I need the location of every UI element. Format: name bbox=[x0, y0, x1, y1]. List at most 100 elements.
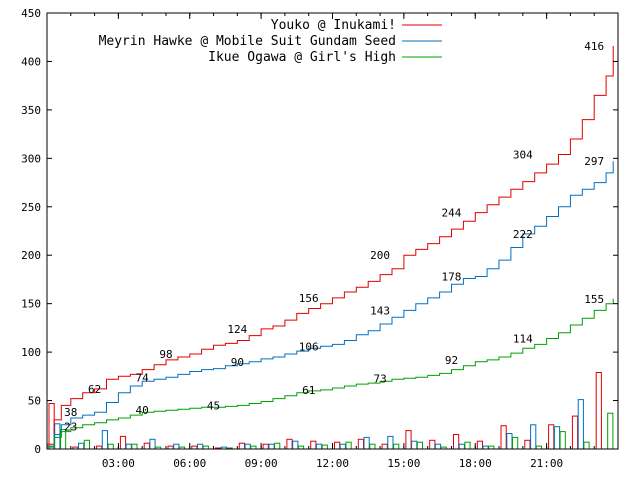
data-label: 45 bbox=[207, 399, 220, 412]
x-tick-label: 18:00 bbox=[459, 457, 492, 470]
hourly-bar bbox=[315, 443, 323, 450]
y-tick-label: 400 bbox=[21, 55, 41, 68]
data-label: 155 bbox=[584, 293, 604, 306]
data-label: 38 bbox=[64, 406, 77, 419]
hourly-bar bbox=[268, 443, 275, 450]
hourly-bar bbox=[83, 439, 91, 450]
hourly-bar bbox=[553, 426, 561, 450]
data-label: 200 bbox=[370, 249, 390, 262]
hourly-bar bbox=[369, 443, 376, 450]
hourly-bar bbox=[119, 435, 127, 450]
hourly-bar bbox=[405, 430, 412, 450]
series-line bbox=[47, 45, 614, 445]
x-tick-label: 21:00 bbox=[530, 457, 563, 470]
hourly-bar bbox=[512, 436, 519, 450]
data-label: 416 bbox=[584, 40, 604, 53]
hourly-bar bbox=[78, 442, 85, 450]
data-label: 114 bbox=[513, 333, 533, 346]
x-tick-label: 03:00 bbox=[102, 457, 135, 470]
hourly-bar bbox=[571, 415, 579, 450]
hourly-bar bbox=[363, 436, 370, 450]
data-label: 40 bbox=[136, 404, 149, 417]
data-label: 124 bbox=[227, 323, 247, 336]
data-label: 61 bbox=[302, 384, 315, 397]
data-label: 106 bbox=[299, 340, 319, 353]
y-tick-label: 0 bbox=[34, 443, 41, 456]
hourly-bar bbox=[310, 440, 317, 450]
hourly-bar bbox=[393, 443, 400, 450]
y-tick-label: 150 bbox=[21, 298, 41, 311]
hourly-bar bbox=[339, 443, 346, 450]
cumulative-lines bbox=[47, 45, 614, 448]
hourly-bar bbox=[559, 431, 566, 450]
hourly-bar bbox=[411, 440, 418, 450]
hourly-bar bbox=[506, 433, 513, 450]
hourly-bar bbox=[107, 443, 114, 450]
hourly-bar bbox=[530, 424, 537, 450]
data-labels: 62 98 124 156 200 244 304 416 38 74 90 106 143 178 222… bbox=[64, 40, 604, 434]
series-line bbox=[47, 161, 614, 447]
hourly-bar bbox=[500, 425, 507, 450]
hourly-bar bbox=[577, 399, 584, 450]
data-label: 92 bbox=[445, 354, 458, 367]
hourly-bar bbox=[125, 443, 132, 450]
data-label: 244 bbox=[442, 207, 462, 220]
hourly-bar bbox=[607, 412, 614, 450]
y-tick-label: 100 bbox=[21, 346, 41, 359]
y-tick-label: 250 bbox=[21, 201, 41, 214]
x-tick-label: 15:00 bbox=[387, 457, 420, 470]
hourly-bar bbox=[387, 435, 394, 450]
hourly-bar bbox=[197, 443, 204, 450]
y-tick-label: 300 bbox=[21, 152, 41, 165]
data-label: 304 bbox=[513, 148, 533, 161]
hourly-bar bbox=[131, 443, 138, 450]
hourly-bar bbox=[548, 424, 555, 450]
hourly-bar bbox=[583, 441, 590, 450]
data-label: 74 bbox=[136, 371, 150, 384]
y-tick-label: 450 bbox=[21, 7, 41, 20]
hourly-bar bbox=[416, 441, 423, 450]
legend-label: Meyrin Hawke @ Mobile Suit Gundam Seed bbox=[99, 34, 396, 49]
hourly-bar bbox=[274, 442, 281, 450]
hourly-bar bbox=[244, 443, 251, 450]
hourly-bar bbox=[292, 440, 299, 450]
legend-label: Youko @ Inukami! bbox=[271, 18, 396, 33]
x-tick-label: 06:00 bbox=[173, 457, 206, 470]
hourly-bar bbox=[458, 443, 465, 450]
hourly-bar bbox=[334, 441, 341, 450]
y-tick-label: 50 bbox=[28, 395, 41, 408]
hourly-bar bbox=[48, 403, 55, 450]
hourly-bar bbox=[262, 443, 269, 450]
data-label: 98 bbox=[159, 348, 172, 361]
data-label: 90 bbox=[231, 356, 244, 369]
hourly-bar bbox=[321, 444, 328, 450]
axes: 0 50 100 150 200 250 300 350 400 450 03:00 06:00 09:… bbox=[21, 7, 618, 470]
hourly-bar bbox=[238, 442, 246, 450]
y-tick-label: 350 bbox=[21, 104, 41, 117]
hourly-bar bbox=[357, 438, 364, 450]
legend-label: Ikue Ogawa @ Girl's High bbox=[208, 50, 396, 65]
hourly-bar bbox=[595, 372, 602, 450]
legend: Youko @ Inukami!Meyrin Hawke @ Mobile Su… bbox=[99, 18, 442, 65]
hourly-bars bbox=[48, 372, 614, 450]
data-label: 297 bbox=[584, 155, 604, 168]
hourly-bar bbox=[143, 442, 150, 450]
y-tick-label: 200 bbox=[21, 249, 41, 262]
x-tick-label: 12:00 bbox=[316, 457, 349, 470]
hourly-bar bbox=[429, 439, 436, 450]
hourly-bar bbox=[381, 443, 388, 450]
series-line bbox=[47, 298, 614, 448]
hourly-bar bbox=[149, 438, 156, 450]
hourly-bar bbox=[434, 443, 442, 450]
data-label: 143 bbox=[370, 304, 390, 317]
data-label: 156 bbox=[299, 292, 319, 305]
data-label: 23 bbox=[64, 421, 77, 434]
hourly-bar bbox=[173, 443, 180, 450]
hourly-bar bbox=[464, 441, 471, 450]
hourly-bar bbox=[476, 440, 483, 450]
data-label: 178 bbox=[442, 271, 462, 284]
data-label: 222 bbox=[513, 228, 533, 241]
hourly-bar bbox=[101, 430, 109, 450]
data-label: 73 bbox=[373, 372, 386, 385]
